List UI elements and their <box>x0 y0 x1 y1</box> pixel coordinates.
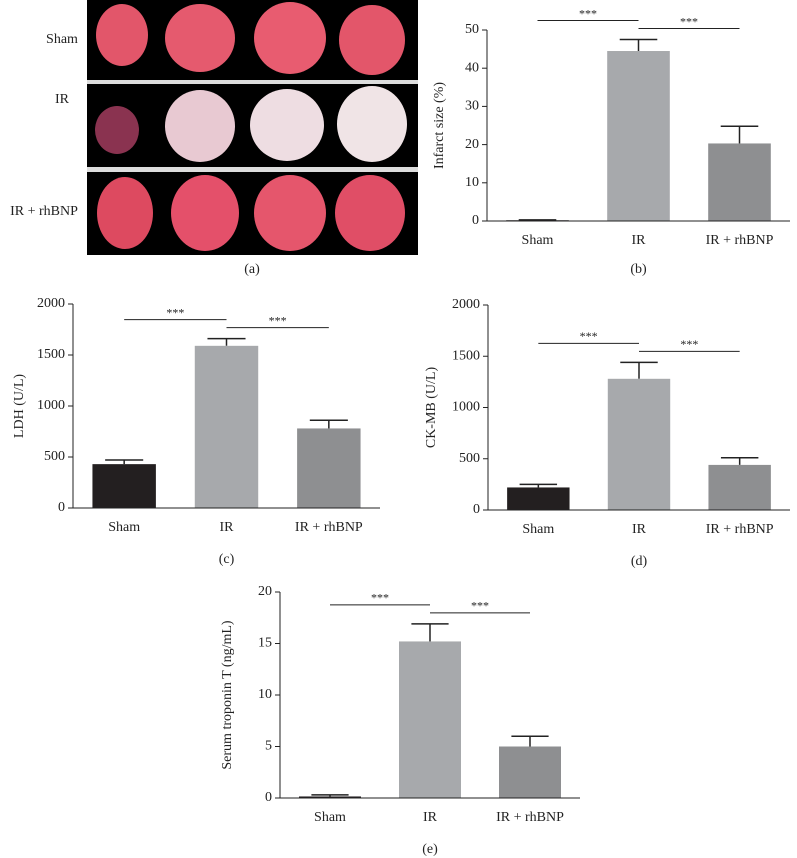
y-tick-label: 40 <box>465 60 479 75</box>
bar <box>708 464 771 510</box>
y-tick-label: 20 <box>465 137 479 152</box>
y-axis-label: CK-MB (U/L) <box>424 367 439 449</box>
slice <box>335 175 405 251</box>
bar <box>607 378 671 510</box>
y-tick-label: 50 <box>465 22 479 37</box>
y-tick-label: 2000 <box>37 296 65 311</box>
panel-caption: (e) <box>422 842 438 857</box>
y-tick-label: 1000 <box>37 398 65 413</box>
x-tick-label: IR <box>423 810 438 825</box>
slice <box>165 4 235 72</box>
bar <box>399 641 461 798</box>
panel-caption: (a) <box>244 262 260 277</box>
image-divider <box>87 80 418 84</box>
slice <box>165 90 235 162</box>
y-tick-label: 0 <box>473 502 480 517</box>
image-divider <box>87 167 418 172</box>
bar <box>194 345 259 508</box>
x-tick-label: IR <box>632 233 647 248</box>
x-tick-label: IR + rhBNP <box>706 522 774 537</box>
x-tick-label: IR <box>220 520 235 535</box>
y-tick-label: 2000 <box>452 297 480 312</box>
y-tick-label: 5 <box>265 739 272 754</box>
y-axis-label: LDH (U/L) <box>12 374 27 438</box>
bar <box>297 428 361 508</box>
y-tick-label: 500 <box>459 451 480 466</box>
bar <box>499 746 561 798</box>
y-tick-label: 10 <box>465 175 479 190</box>
x-tick-label: IR <box>632 522 647 537</box>
slice <box>96 4 148 66</box>
x-tick-label: IR + rhBNP <box>496 810 564 825</box>
panel-caption: (b) <box>630 262 647 277</box>
row-ir <box>95 86 407 162</box>
y-axis-label: Infarct size (%) <box>432 82 447 169</box>
slice <box>337 86 407 162</box>
slice <box>254 175 326 251</box>
x-tick-label: Sham <box>522 522 554 537</box>
panel-caption: (c) <box>219 552 235 567</box>
x-tick-label: IR + rhBNP <box>706 233 774 248</box>
significance-label: *** <box>269 313 287 327</box>
slice <box>97 177 153 249</box>
y-tick-label: 20 <box>258 584 272 599</box>
significance-label: *** <box>680 337 698 351</box>
slice <box>250 89 324 161</box>
y-tick-label: 0 <box>58 500 65 515</box>
row-label: IR <box>55 92 70 107</box>
panel-caption: (d) <box>631 554 648 569</box>
y-tick-label: 500 <box>44 449 65 464</box>
y-tick-label: 1500 <box>37 347 65 362</box>
y-tick-label: 1500 <box>452 348 480 363</box>
y-axis-label: Serum troponin T (ng/mL) <box>220 620 235 770</box>
y-tick-label: 15 <box>258 636 272 651</box>
x-tick-label: IR + rhBNP <box>295 520 363 535</box>
row-rhbnp <box>97 175 405 251</box>
bar <box>607 51 670 222</box>
y-tick-label: 0 <box>472 213 479 228</box>
slice <box>171 175 239 251</box>
significance-label: *** <box>680 14 698 28</box>
y-tick-label: 1000 <box>452 400 480 415</box>
y-tick-label: 30 <box>465 99 479 114</box>
y-tick-label: 0 <box>265 790 272 805</box>
significance-label: *** <box>371 591 389 605</box>
heart-image: Sham IR IR + rhBNP (a) <box>10 0 418 277</box>
slice <box>254 2 326 74</box>
bar <box>92 464 156 508</box>
significance-label: *** <box>471 599 489 613</box>
significance-label: *** <box>580 329 598 343</box>
x-tick-label: Sham <box>522 233 554 248</box>
row-sham <box>96 2 405 75</box>
slice <box>339 5 405 75</box>
x-tick-label: Sham <box>314 810 346 825</box>
bar <box>708 143 771 221</box>
significance-label: *** <box>166 305 184 319</box>
bar <box>299 796 361 798</box>
row-label: Sham <box>46 32 78 47</box>
row-label: IR + rhBNP <box>10 204 78 219</box>
significance-label: *** <box>579 6 597 20</box>
bar <box>507 487 570 510</box>
x-tick-label: Sham <box>108 520 140 535</box>
y-tick-label: 10 <box>258 687 272 702</box>
slice <box>95 106 139 154</box>
